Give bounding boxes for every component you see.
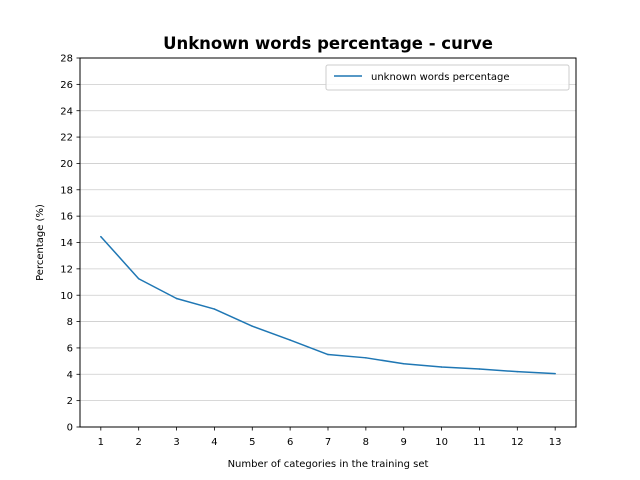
data-point: [289, 339, 291, 341]
data-point: [516, 370, 519, 373]
y-tick-label: 4: [67, 370, 73, 381]
x-tick-label: 10: [435, 437, 448, 448]
y-tick-label: 20: [60, 159, 73, 170]
y-tick-label: 6: [67, 344, 73, 355]
y-tick-label: 24: [60, 106, 73, 117]
x-tick-label: 13: [549, 437, 562, 448]
data-point: [327, 353, 329, 356]
x-tick-label: 8: [363, 437, 369, 448]
x-tick-label: 11: [473, 437, 486, 448]
data-point: [251, 325, 254, 327]
data-point: [175, 297, 178, 300]
y-tick-label: 18: [60, 185, 73, 196]
data-point: [100, 235, 102, 238]
x-tick-label: 6: [287, 437, 293, 448]
x-axis-label: Number of categories in the training set: [228, 459, 429, 470]
legend-box: [325, 64, 570, 91]
y-tick-label: 14: [60, 238, 73, 249]
y-axis-label: Percentage (%): [35, 204, 46, 281]
x-tick-label: 9: [401, 437, 407, 448]
y-tick-label: 12: [60, 264, 73, 275]
data-point: [213, 308, 216, 310]
legend-label: unknown words percentage: [371, 72, 510, 83]
y-tick-label: 8: [67, 317, 73, 328]
data-point: [478, 368, 481, 370]
x-tick-label: 4: [211, 437, 217, 448]
legend: unknown words percentage: [325, 64, 570, 91]
x-axis-ticks: 1 2 3 4 5 6 7 8 9 10 11 12 13: [98, 427, 562, 448]
y-tick-label: 0: [67, 423, 73, 434]
data-point: [440, 366, 443, 368]
x-tick-label: 2: [135, 437, 141, 448]
data-point: [402, 362, 405, 365]
x-tick-label: 12: [511, 437, 524, 448]
y-tick-label: 16: [60, 212, 73, 223]
x-tick-label: 5: [249, 437, 255, 448]
x-tick-label: 1: [98, 437, 104, 448]
series-layer: [100, 235, 556, 375]
y-tick-label: 22: [60, 133, 73, 144]
y-tick-label: 26: [60, 80, 73, 91]
y-tick-label: 2: [67, 396, 73, 407]
data-point: [554, 372, 556, 375]
y-tick-label: 10: [60, 291, 73, 302]
x-tick-label: 3: [173, 437, 179, 448]
chart-title: Unknown words percentage - curve: [163, 34, 493, 53]
y-tick-label: 28: [60, 54, 73, 65]
data-point: [137, 277, 140, 280]
data-point: [365, 357, 367, 359]
x-tick-label: 7: [325, 437, 331, 448]
